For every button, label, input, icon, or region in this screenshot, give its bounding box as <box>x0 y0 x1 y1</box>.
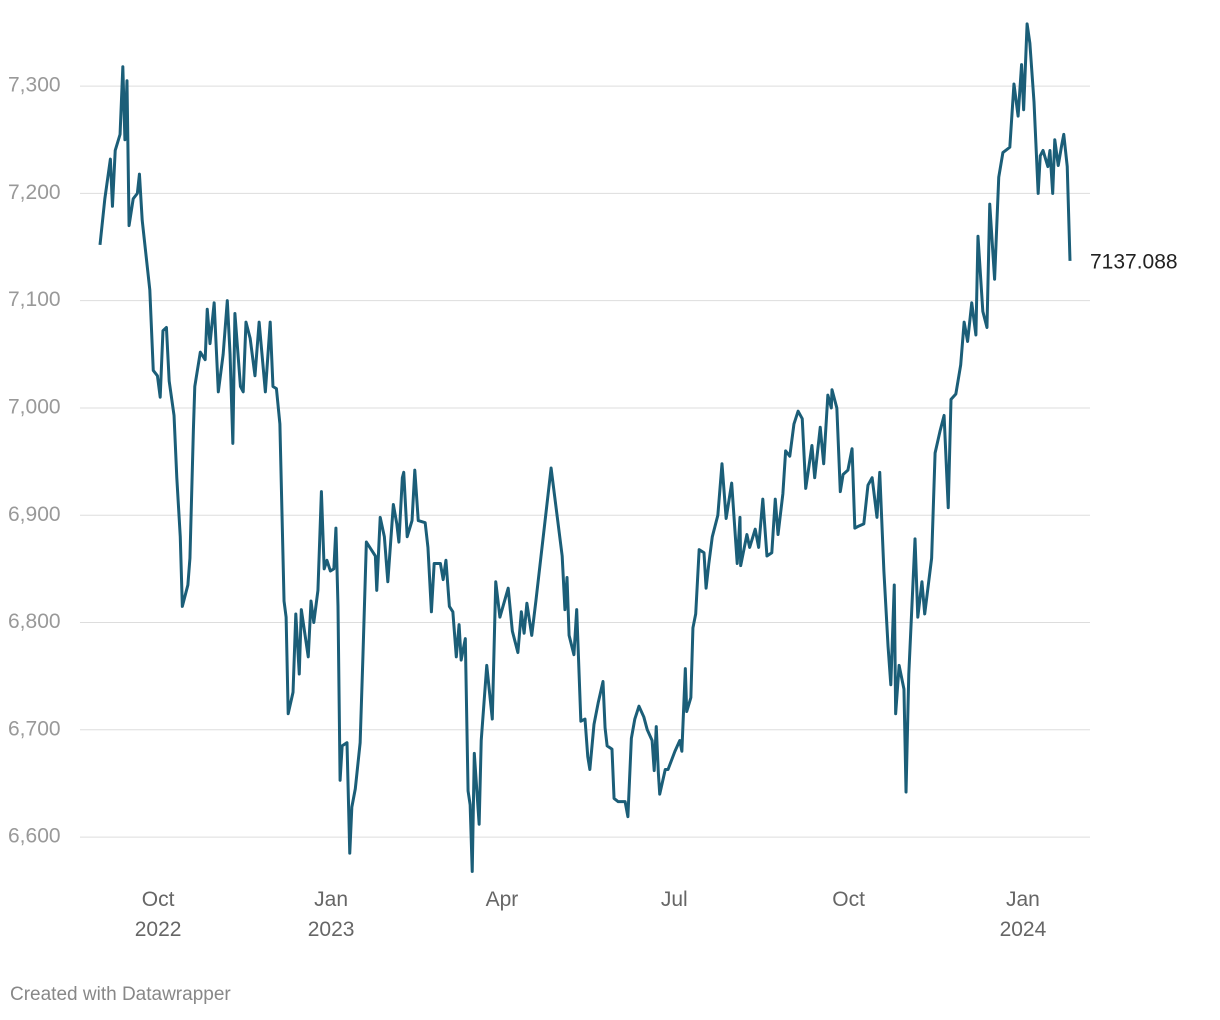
y-tick-label: 7,000 <box>8 395 61 418</box>
y-tick-label: 6,700 <box>8 717 61 740</box>
end-value-label: 7137.088 <box>1090 250 1178 273</box>
x-tick-label: Apr <box>485 888 519 911</box>
y-tick-label: 6,600 <box>8 825 61 848</box>
x-tick-label: Jul <box>660 888 688 911</box>
x-tick-label: Jan 2023 <box>307 888 355 941</box>
y-tick-label: 7,300 <box>8 74 61 97</box>
x-tick-label: Oct 2022 <box>134 888 182 941</box>
footer: Created with Datawrapper <box>10 984 231 1005</box>
x-tick-label: Oct <box>832 888 865 911</box>
y-tick-label: 6,800 <box>8 610 61 633</box>
y-tick-label: 7,100 <box>8 288 61 311</box>
y-tick-label: 7,200 <box>8 181 61 204</box>
x-tick-label: Jan 2024 <box>999 888 1047 941</box>
y-tick-label: 6,900 <box>8 503 61 526</box>
line <box>98 22 1072 873</box>
